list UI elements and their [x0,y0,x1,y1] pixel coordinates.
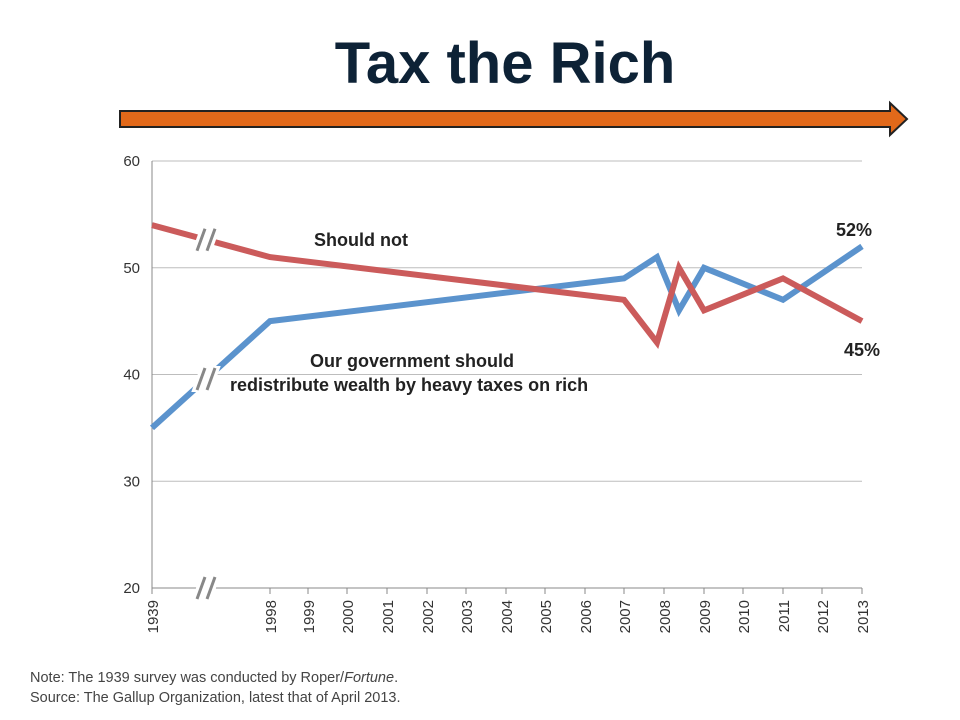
x-tick-label: 2010 [736,600,753,633]
y-tick-label: 20 [123,580,140,597]
x-tick-labels: 1939 1998 1999 2000 2001 2002 2003 2004 2005 2006… [145,588,872,633]
x-tick-label: 2007 [617,600,634,633]
note-line: Note: The 1939 survey was conducted by R… [30,668,401,688]
x-tick-label: 2003 [459,600,476,633]
annotation-redistribute-line1: Our government should [310,351,514,371]
x-tick-label: 2005 [538,600,555,633]
x-tick-label: 1939 [145,600,162,633]
x-tick-label: 1998 [263,600,280,633]
series-line-redistribute [149,243,864,431]
x-tick-label: 2013 [855,600,872,633]
source-line: Source: The Gallup Organization, latest … [30,690,401,706]
timeline-arrow [119,100,909,138]
series-layer [149,222,864,431]
axis-break-should-not [191,226,221,253]
footnotes: Note: The 1939 survey was conducted by R… [30,668,401,708]
series-line-should-not [151,222,864,349]
x-tick-label: 2001 [380,600,397,633]
x-tick-label: 2009 [697,600,714,633]
page-title: Tax the Rich [334,31,676,96]
label-end-red: 45% [844,340,880,360]
y-tick-label: 40 [123,367,140,384]
x-tick-label: 1999 [301,600,318,633]
x-tick-label: 2004 [499,600,516,633]
note-suffix: . [394,670,399,686]
grid-lines [152,160,862,482]
axis-break-x-axis [191,575,221,601]
y-tick-labels: 20 30 40 50 60 [123,153,140,597]
y-tick-label: 30 [123,473,140,490]
annotation-redistribute-line2: redistribute wealth by heavy taxes on ri… [230,375,588,395]
y-tick-label: 60 [123,153,140,170]
note-prefix: Note: The 1939 survey was conducted by R… [30,670,345,686]
y-tick-label: 50 [123,260,140,277]
axis-break-redistribute [191,366,221,393]
x-tick-label: 2011 [776,600,793,632]
annotation-should-not: Should not [314,230,408,250]
x-tick-label: 2002 [420,600,437,633]
x-tick-label: 2012 [815,600,832,633]
x-tick-label: 2000 [340,600,357,633]
note-italic: Fortune [344,670,395,686]
annotations: Should not Our government should redistr… [230,220,880,395]
x-tick-label: 2008 [657,600,674,633]
line-chart: 20 30 40 50 60 1939 1998 1999 2000 2001 2002 2003 2… [119,100,909,633]
axis-breaks [191,226,221,601]
label-end-blue: 52% [836,220,872,240]
x-tick-label: 2006 [578,600,595,633]
